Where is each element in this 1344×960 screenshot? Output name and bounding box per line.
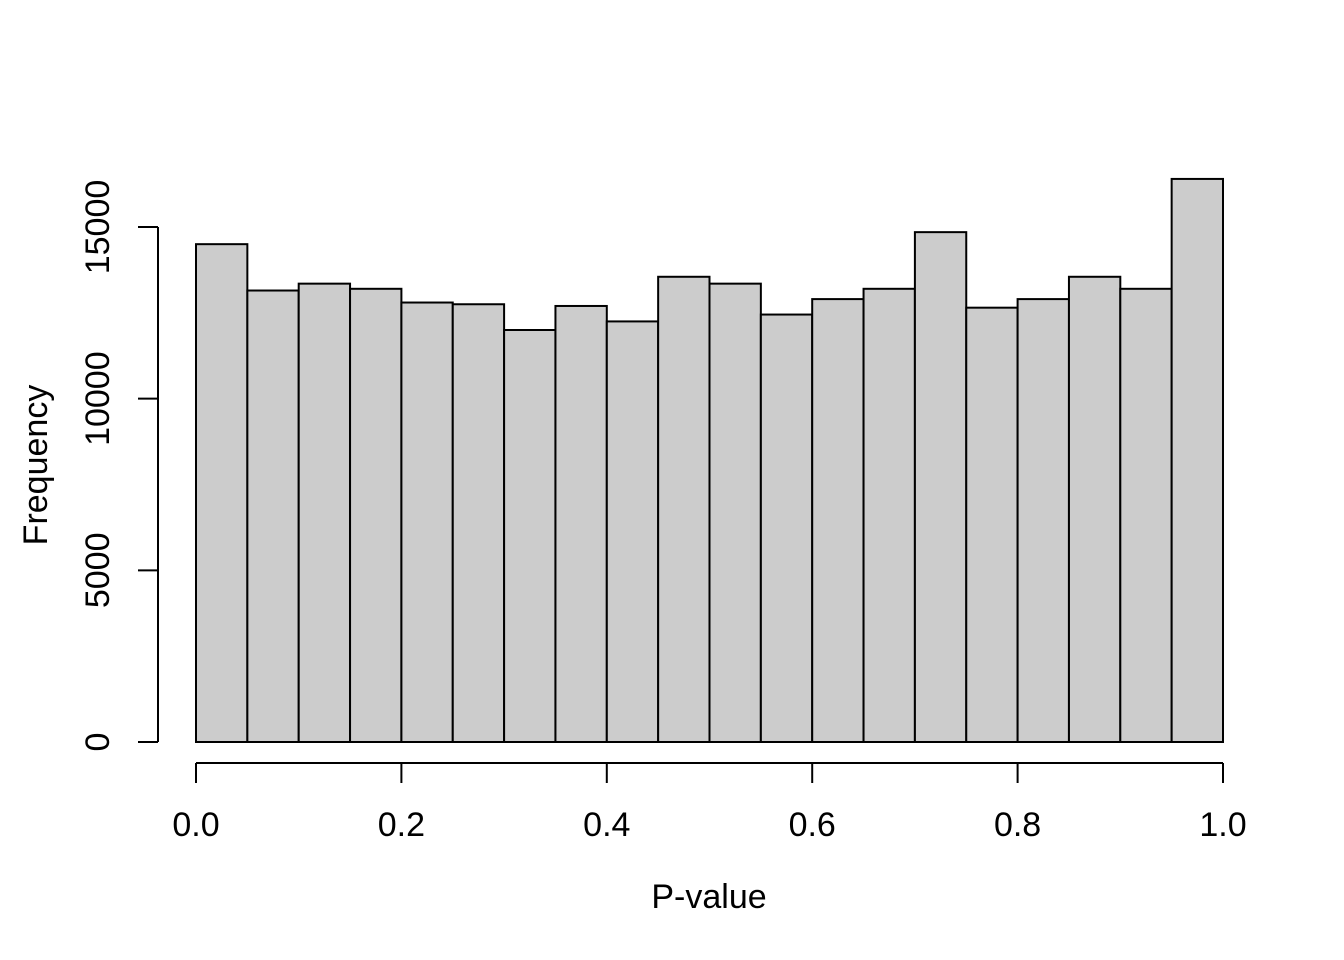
y-axis-tick-label: 10000 [79, 351, 117, 446]
histogram-bar [708, 282, 762, 743]
histogram-bar [1067, 275, 1122, 743]
y-axis-tick-label: 0 [79, 733, 117, 752]
histogram-bar [605, 320, 660, 743]
y-axis: 0 5000 10000 15000 [79, 180, 159, 752]
y-axis-tick-label: 15000 [79, 180, 117, 275]
histogram-bar [1016, 298, 1070, 743]
histogram-bar [246, 289, 300, 743]
histogram-bar [195, 243, 249, 743]
histogram-bar [811, 298, 865, 743]
y-axis-title: Frequency [17, 385, 55, 546]
histogram-bar [913, 231, 968, 743]
x-axis-tick-label: 0.0 [172, 806, 219, 844]
x-axis-tick-label: 0.4 [583, 806, 630, 844]
x-axis-tick-label: 0.8 [994, 806, 1041, 844]
x-axis-tick-label: 0.2 [378, 806, 425, 844]
x-axis-title: P-value [651, 878, 766, 916]
histogram-bar [451, 303, 506, 743]
x-axis-tick-label: 1.0 [1199, 806, 1246, 844]
x-axis: 0.0 0.2 0.4 0.6 0.8 1.0 [172, 762, 1247, 844]
histogram-bar [862, 287, 916, 743]
histogram-bar [297, 282, 352, 743]
bars-group [195, 177, 1225, 743]
histogram-bar [759, 313, 814, 743]
histogram-bar [349, 287, 403, 743]
histogram-bar [657, 275, 711, 743]
x-axis-tick-label: 0.6 [789, 806, 836, 844]
histogram-bar [965, 306, 1019, 743]
histogram-bar [1170, 177, 1225, 743]
histogram-bar [1119, 287, 1173, 743]
y-axis-tick-label: 5000 [79, 533, 117, 609]
histogram-bar [554, 304, 608, 743]
histogram-bar [400, 301, 454, 743]
histogram-bar [503, 329, 557, 743]
